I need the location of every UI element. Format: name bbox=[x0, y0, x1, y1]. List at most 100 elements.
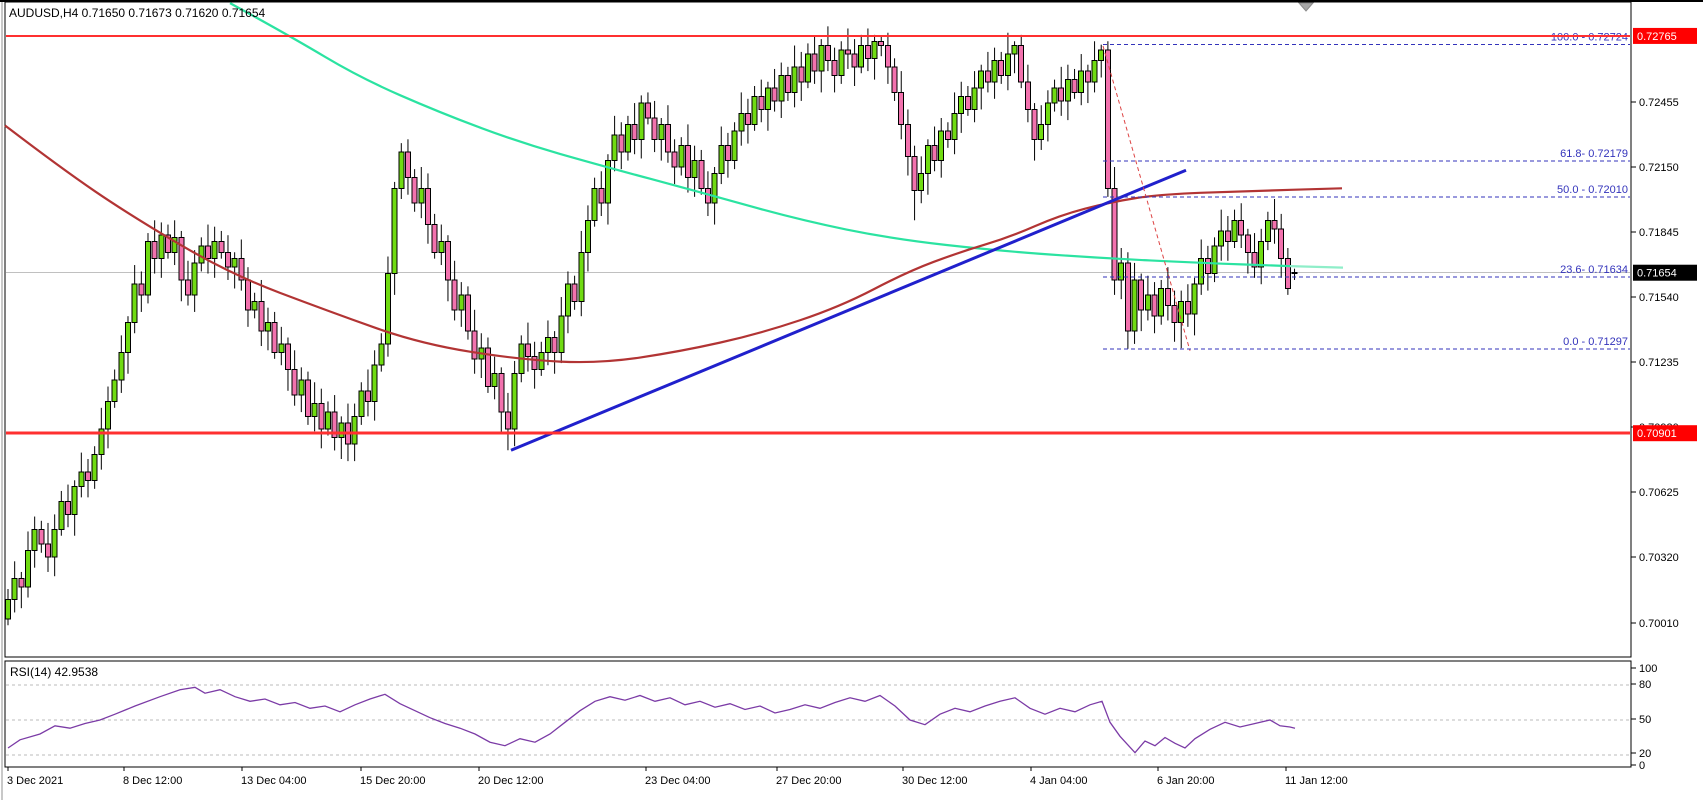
candle bbox=[991, 47, 998, 99]
candle-body-bear bbox=[1244, 234, 1251, 253]
candle bbox=[1064, 64, 1071, 121]
price-badge-label: 0.70901 bbox=[1637, 428, 1677, 440]
price-axis[interactable]: 0.72455 0.72150 0.71845 0.71540 0.71235 0.709… bbox=[1631, 27, 1697, 630]
current-price-badge bbox=[1633, 264, 1697, 281]
candle-body-bear bbox=[644, 102, 651, 119]
candle bbox=[371, 350, 378, 421]
candle bbox=[211, 226, 218, 278]
candle bbox=[938, 117, 945, 178]
candle-body-bull bbox=[804, 53, 811, 83]
chart-shift-marker-icon[interactable] bbox=[1297, 2, 1315, 12]
candle bbox=[1011, 41, 1018, 74]
candle bbox=[298, 367, 305, 413]
candle bbox=[1084, 64, 1091, 104]
candle-body-bull bbox=[1098, 49, 1105, 61]
candle bbox=[658, 117, 665, 161]
candle bbox=[1204, 245, 1211, 291]
candle bbox=[564, 271, 571, 334]
candle bbox=[304, 371, 311, 425]
time-axis[interactable]: 3 Dec 2021 8 Dec 12:00 13 Dec 04:00 15 Dec … bbox=[7, 767, 1348, 787]
candle bbox=[1244, 228, 1251, 274]
candle-body-bear bbox=[178, 236, 185, 281]
candle bbox=[944, 122, 951, 148]
candle bbox=[1091, 41, 1098, 93]
candle-body-bear bbox=[651, 117, 658, 140]
candle bbox=[604, 154, 611, 225]
candle bbox=[251, 292, 258, 319]
rsi-panel[interactable] bbox=[4, 660, 1632, 768]
candle-body-bear bbox=[724, 145, 731, 162]
candle bbox=[971, 71, 978, 123]
candle-body-bear bbox=[244, 279, 251, 311]
candle bbox=[818, 39, 825, 93]
candle-body-bull bbox=[718, 145, 725, 174]
candle-body-bear bbox=[451, 279, 458, 311]
time-tick-label: 15 Dec 20:00 bbox=[360, 775, 425, 787]
candle-body-bull bbox=[1004, 53, 1011, 76]
candle bbox=[11, 561, 18, 613]
main-chart-panel[interactable] bbox=[4, 1, 1632, 658]
candle-body-bull bbox=[78, 471, 85, 488]
candle-body-bull bbox=[371, 364, 378, 402]
candle-body-bear bbox=[364, 390, 371, 402]
candle bbox=[98, 407, 105, 470]
candle-body-bull bbox=[871, 40, 878, 59]
time-tick-label: 6 Jan 20:00 bbox=[1157, 775, 1215, 787]
candle-body-bull bbox=[1158, 287, 1165, 317]
candle bbox=[258, 279, 265, 347]
candle bbox=[1024, 64, 1031, 123]
candle-body-bear bbox=[1111, 187, 1118, 281]
candle-body-bull bbox=[358, 390, 365, 417]
candle-body-bull bbox=[578, 251, 585, 302]
candle bbox=[424, 173, 431, 244]
candle bbox=[24, 531, 31, 598]
candle bbox=[764, 81, 771, 131]
candle-body-bull bbox=[251, 300, 258, 311]
candle bbox=[378, 333, 385, 372]
candle-body-bear bbox=[891, 66, 898, 93]
candle-body-bull bbox=[378, 343, 385, 366]
candle-body-bear bbox=[218, 241, 225, 253]
candle-body-bear bbox=[271, 322, 278, 353]
ascending-trendline[interactable] bbox=[510, 168, 1187, 452]
candle bbox=[1124, 252, 1131, 349]
price-tick-label: 0.70625 bbox=[1639, 487, 1679, 499]
candle-body-bear bbox=[331, 411, 338, 439]
candle-body-bear bbox=[1024, 81, 1031, 110]
candle-body-bull bbox=[1258, 241, 1265, 268]
candle-body-bull bbox=[1218, 230, 1225, 247]
candle-body-bear bbox=[284, 343, 291, 370]
candle-body-bear bbox=[1284, 258, 1291, 289]
candle-body-bear bbox=[911, 155, 918, 191]
candle-body-bull bbox=[298, 379, 305, 396]
candle-body-bull bbox=[544, 337, 551, 353]
candle bbox=[978, 64, 985, 110]
candle bbox=[791, 45, 798, 108]
fib-baseline-diagonal[interactable] bbox=[1102, 45, 1191, 351]
candle bbox=[804, 43, 811, 89]
candle bbox=[858, 34, 865, 74]
candle-body-bear bbox=[664, 123, 671, 153]
candle bbox=[284, 337, 291, 391]
candle-body-bear bbox=[984, 70, 991, 83]
candle-body-bull bbox=[144, 241, 151, 296]
candles-layer bbox=[5, 26, 1298, 626]
candle-body-bear bbox=[64, 501, 71, 515]
candle bbox=[964, 86, 971, 116]
candle-body-bear bbox=[184, 279, 191, 296]
candle-body-bull bbox=[1038, 123, 1045, 140]
candle-body-bear bbox=[571, 283, 578, 302]
candle-body-bear bbox=[964, 96, 971, 110]
candle bbox=[1191, 277, 1198, 336]
candle bbox=[1264, 211, 1271, 251]
candle-body-bull bbox=[264, 322, 271, 332]
candle-body-bull bbox=[1011, 45, 1018, 55]
candle bbox=[618, 122, 625, 170]
candle bbox=[644, 92, 651, 125]
candle bbox=[438, 224, 445, 266]
price-tick-label: 0.71235 bbox=[1639, 357, 1679, 369]
candle bbox=[1004, 32, 1011, 91]
candle-body-bear bbox=[698, 160, 705, 189]
candle bbox=[144, 233, 151, 304]
